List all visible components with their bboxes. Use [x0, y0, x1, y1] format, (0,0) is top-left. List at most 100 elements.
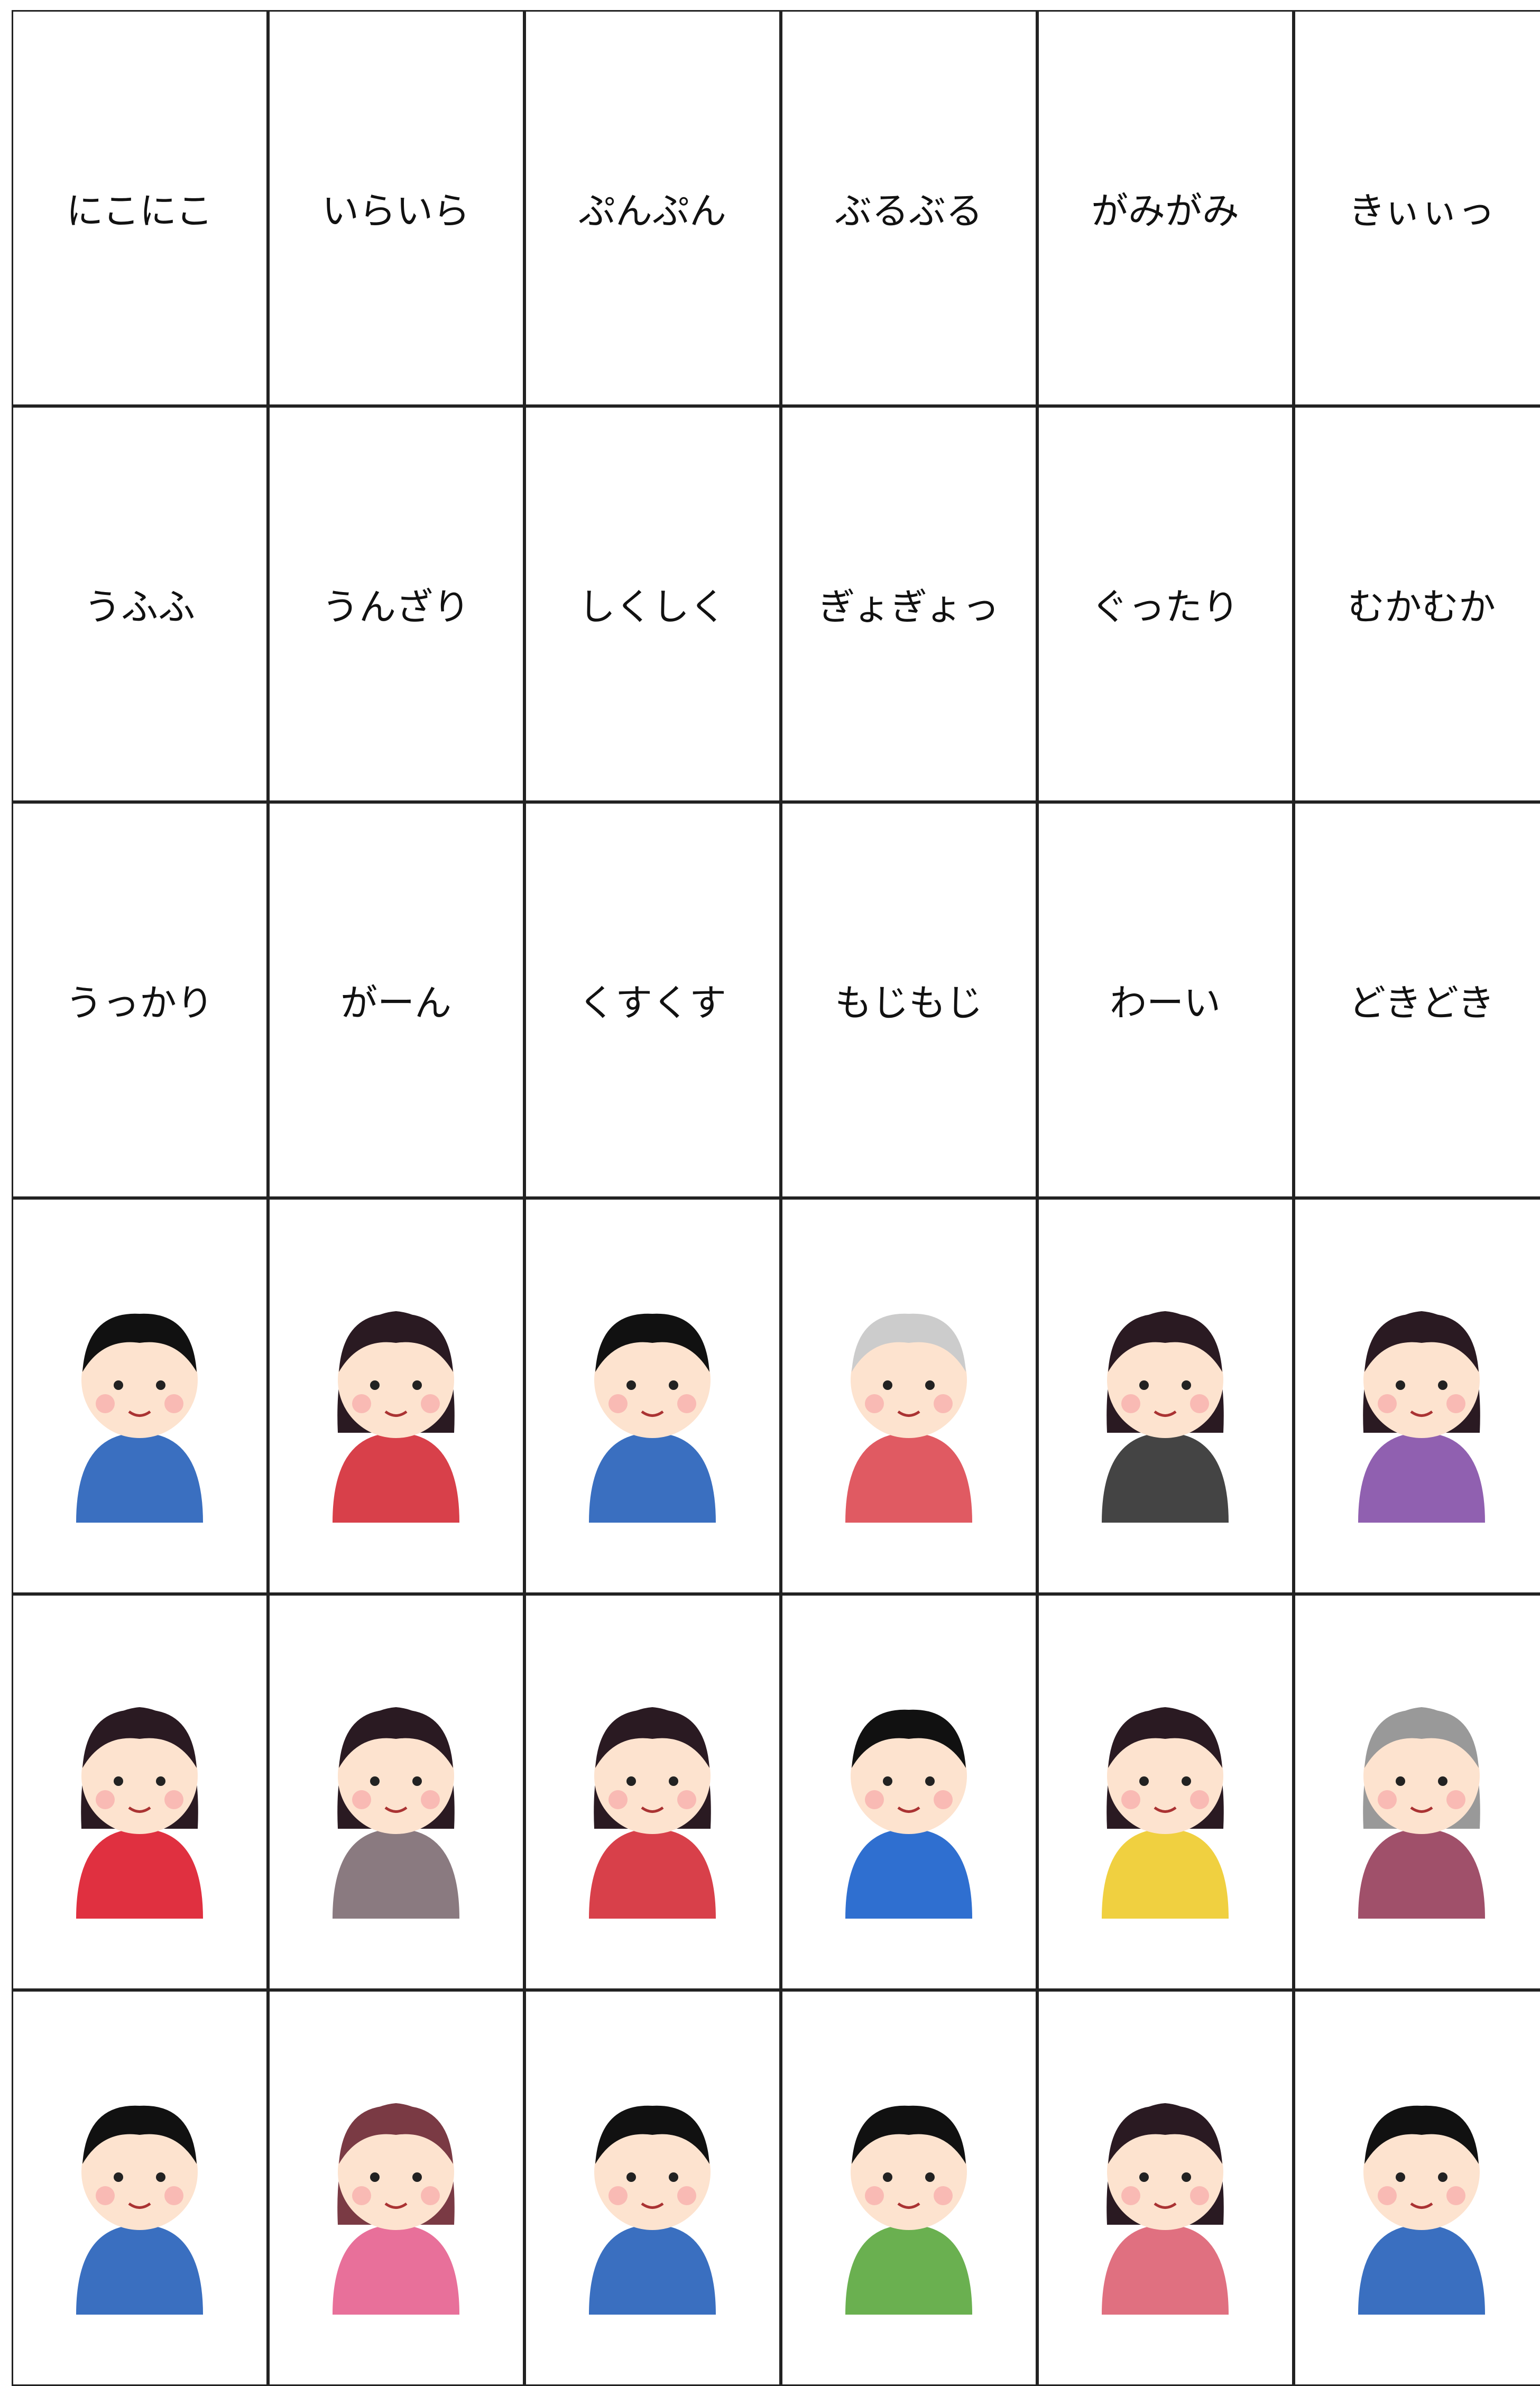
- illustration-part: [1446, 2186, 1465, 2205]
- illustration: [531, 2050, 774, 2325]
- illustration-part: [76, 1829, 203, 1919]
- illustration-part: [412, 2172, 422, 2182]
- illustration-part: [608, 1790, 628, 1809]
- illustration-part: [1358, 1829, 1485, 1919]
- picture-card: [1294, 1198, 1540, 1594]
- word: うんざり: [322, 577, 470, 631]
- illustration-part: [114, 1380, 123, 1390]
- word-card: ぷんぷん: [524, 10, 781, 406]
- word: どきどき: [1349, 973, 1495, 1027]
- illustration-part: [1190, 1394, 1209, 1413]
- illustration-part: [156, 2172, 165, 2182]
- illustration-part: [925, 1380, 935, 1390]
- illustration-part: [677, 1790, 696, 1809]
- picture-card: [268, 1990, 524, 2386]
- illustration-part: [677, 2186, 696, 2205]
- illustration-part: [589, 1829, 716, 1919]
- picture-card: [1294, 1990, 1540, 2386]
- illustration-part: [1378, 1394, 1397, 1413]
- illustration-part: [1396, 1380, 1405, 1390]
- illustration-part: [865, 2186, 884, 2205]
- illustration-part: [1396, 2172, 1405, 2182]
- illustration-part: [845, 1829, 972, 1919]
- word-card: ぶるぶる: [781, 10, 1037, 406]
- illustration-part: [114, 2172, 123, 2182]
- illustration-part: [934, 1394, 953, 1413]
- word-card: うっかり: [12, 802, 268, 1198]
- picture-card: [1037, 1198, 1294, 1594]
- illustration: [787, 1654, 1030, 1929]
- illustration: [531, 1258, 774, 1533]
- illustration-part: [925, 2172, 935, 2182]
- illustration-part: [845, 1433, 972, 1523]
- word: ぷんぷん: [578, 181, 726, 235]
- illustration-part: [421, 1790, 440, 1809]
- illustration-part: [934, 1790, 953, 1809]
- illustration: [1300, 1258, 1540, 1533]
- word-card: がーん: [268, 802, 524, 1198]
- word: がーん: [340, 973, 451, 1027]
- word-card: ぐったり: [1037, 406, 1294, 802]
- illustration-part: [669, 1776, 678, 1786]
- picture-card: [1037, 1594, 1294, 1990]
- word: うっかり: [66, 973, 214, 1027]
- illustration-part: [370, 1380, 380, 1390]
- illustration-part: [352, 1790, 371, 1809]
- illustration: [18, 1258, 261, 1533]
- illustration: [274, 1654, 518, 1929]
- illustration-part: [1446, 1394, 1465, 1413]
- illustration-part: [96, 1394, 115, 1413]
- word: しくしく: [578, 577, 726, 631]
- illustration-part: [96, 1790, 115, 1809]
- illustration-part: [421, 1394, 440, 1413]
- illustration: [1044, 2050, 1287, 2325]
- illustration-part: [370, 2172, 380, 2182]
- picture-card: [12, 1198, 268, 1594]
- illustration-part: [1182, 1380, 1191, 1390]
- illustration-part: [883, 1380, 892, 1390]
- picture-card: [781, 1990, 1037, 2386]
- illustration-part: [412, 1776, 422, 1786]
- word: むかむか: [1348, 577, 1496, 631]
- illustration-part: [1190, 1790, 1209, 1809]
- illustration-part: [883, 1776, 892, 1786]
- word: うふふ: [84, 577, 195, 631]
- illustration-part: [76, 1433, 203, 1523]
- picture-card: [524, 1990, 781, 2386]
- word-card: うんざり: [268, 406, 524, 802]
- illustration-part: [1139, 2172, 1149, 2182]
- illustration-part: [1378, 1790, 1397, 1809]
- illustration-part: [164, 1394, 183, 1413]
- illustration: [531, 1654, 774, 1929]
- illustration-part: [1182, 2172, 1191, 2182]
- illustration-part: [608, 2186, 628, 2205]
- illustration-part: [589, 2225, 716, 2315]
- illustration-part: [669, 2172, 678, 2182]
- picture-card: [268, 1594, 524, 1990]
- illustration-part: [1396, 1776, 1405, 1786]
- word-card: どきどき: [1294, 802, 1540, 1198]
- picture-card: [781, 1594, 1037, 1990]
- illustration-part: [1102, 1829, 1229, 1919]
- illustration-part: [626, 1776, 636, 1786]
- illustration: [18, 2050, 261, 2325]
- illustration-part: [1438, 2172, 1447, 2182]
- picture-card: [1037, 1990, 1294, 2386]
- picture-card: [524, 1198, 781, 1594]
- illustration-part: [845, 2225, 972, 2315]
- illustration-part: [1121, 1394, 1140, 1413]
- illustration-part: [865, 1394, 884, 1413]
- illustration: [1044, 1258, 1287, 1533]
- word-card: がみがみ: [1037, 10, 1294, 406]
- illustration-part: [352, 2186, 371, 2205]
- picture-card: [268, 1198, 524, 1594]
- word-card: むかむか: [1294, 406, 1540, 802]
- illustration-part: [421, 2186, 440, 2205]
- word-card: もじもじ: [781, 802, 1037, 1198]
- word-card: うふふ: [12, 406, 268, 802]
- word: わーい: [1110, 973, 1221, 1027]
- picture-card: [524, 1594, 781, 1990]
- illustration-part: [883, 2172, 892, 2182]
- illustration: [1300, 1654, 1540, 1929]
- illustration-part: [1446, 1790, 1465, 1809]
